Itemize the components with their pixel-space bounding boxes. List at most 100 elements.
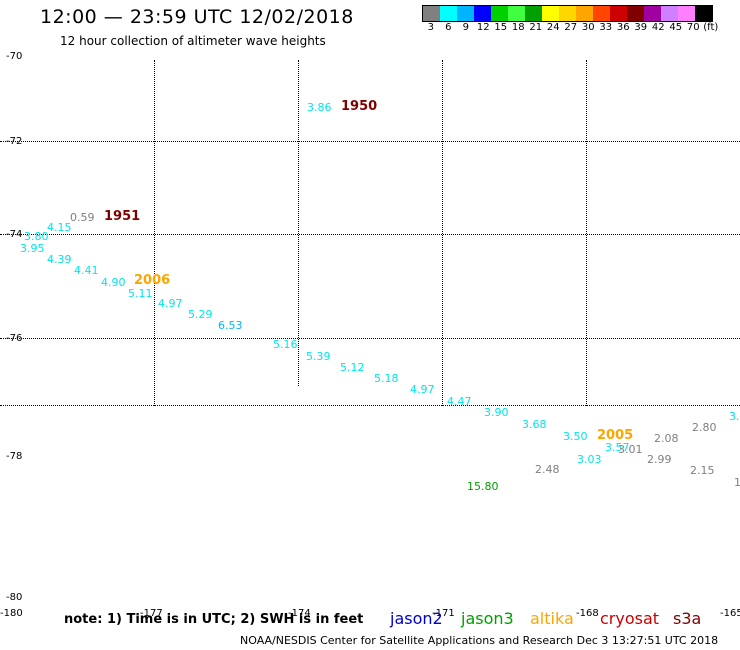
wave-height-label: 2.80 xyxy=(692,421,717,434)
colorbar-label: 21 xyxy=(529,22,543,33)
wave-height-label: 5.12 xyxy=(340,361,365,374)
lon-label: -177 xyxy=(140,608,163,619)
colorbar-swatch xyxy=(491,6,508,21)
gridline-lat xyxy=(0,338,740,339)
wave-height-label: 3.86 xyxy=(307,101,332,114)
colorbar-swatch xyxy=(695,6,712,21)
gridline-lon xyxy=(298,60,299,386)
wave-height-label: 2.99 xyxy=(647,453,672,466)
wave-height-label: 0.59 xyxy=(70,211,95,224)
colorbar-label: 24 xyxy=(546,22,560,33)
wave-height-label: 5.39 xyxy=(306,350,331,363)
legend-note: note: 1) Time is in UTC; 2) SWH is in fe… xyxy=(64,612,364,627)
wave-height-label: 5.16 xyxy=(273,338,298,351)
wave-height-label: 2.15 xyxy=(690,464,715,477)
wave-height-label: 2.48 xyxy=(535,463,560,476)
colorbar-label: 3 xyxy=(427,22,434,33)
gridline-lon xyxy=(442,60,443,406)
colorbar-swatch xyxy=(610,6,627,21)
footer-credit: NOAA/NESDIS Center for Satellite Applica… xyxy=(240,634,719,647)
colorbar-labels: 3 6 9 12 15 18 21 24 27 30 33 36 39 42 45 70 (ft) xyxy=(422,22,720,33)
gridline-lat xyxy=(0,234,740,235)
map-title: 12:00 — 23:59 UTC 12/02/2018 xyxy=(40,6,354,28)
wave-height-label: 3. xyxy=(729,410,740,423)
legend-satellite: jason2 xyxy=(390,609,443,628)
colorbar-label: 12 xyxy=(476,22,490,33)
wave-height-label: 4.41 xyxy=(74,264,99,277)
colorbar-label: 15 xyxy=(494,22,508,33)
wave-height-label: 2.08 xyxy=(654,432,679,445)
colorbar-swatch xyxy=(508,6,525,21)
legend-satellite: s3a xyxy=(673,609,702,628)
gridline-lon xyxy=(154,60,155,406)
lat-label: -78 xyxy=(6,451,23,462)
lat-label: -80 xyxy=(6,592,23,603)
colorbar-label: 18 xyxy=(511,22,525,33)
wave-height-label: 1 xyxy=(734,476,740,489)
wave-height-label: 6.53 xyxy=(218,319,243,332)
colorbar-swatch xyxy=(474,6,491,21)
pass-time-label: 1951 xyxy=(104,209,141,224)
pass-time-label: 2005 xyxy=(597,428,634,443)
gridline-lat xyxy=(0,405,740,406)
gridline-lon xyxy=(586,60,587,406)
colorbar-label: 27 xyxy=(564,22,578,33)
wave-height-label: 4.97 xyxy=(158,297,183,310)
legend-satellite: altika xyxy=(530,609,574,628)
colorbar-label: 45 xyxy=(669,22,683,33)
colorbar-swatch xyxy=(457,6,474,21)
colorbar-label: 9 xyxy=(462,22,469,33)
lat-label: -72 xyxy=(6,136,23,147)
pass-time-label: 2006 xyxy=(134,273,171,288)
colorbar-swatch xyxy=(576,6,593,21)
wave-height-label: 5.18 xyxy=(374,372,399,385)
colorbar-swatch xyxy=(644,6,661,21)
wave-height-label: 3.95 xyxy=(20,242,45,255)
pass-time-label: 1950 xyxy=(341,99,378,114)
wave-height-label: 3.80 xyxy=(24,230,49,243)
lon-label: -165 xyxy=(720,608,740,619)
colorbar-swatch xyxy=(440,6,457,21)
colorbar-swatch xyxy=(542,6,559,21)
lon-label: -174 xyxy=(288,608,311,619)
wave-height-label: 3.01 xyxy=(618,443,643,456)
colorbar-swatch xyxy=(661,6,678,21)
colorbar-label: (ft) xyxy=(703,22,719,33)
colorbar-swatch xyxy=(627,6,644,21)
wave-height-label: 5.11 xyxy=(128,287,153,300)
colorbar-label: 39 xyxy=(634,22,648,33)
lon-label: -168 xyxy=(576,608,599,619)
gridline-lat xyxy=(0,141,740,142)
colorbar-legend xyxy=(422,5,713,22)
colorbar-label: 33 xyxy=(599,22,613,33)
colorbar-label: 36 xyxy=(616,22,630,33)
lat-label: -76 xyxy=(6,333,23,344)
colorbar-label: 70 xyxy=(686,22,700,33)
lat-label: -70 xyxy=(6,51,23,62)
colorbar-swatch xyxy=(678,6,695,21)
wave-height-label: 4.15 xyxy=(47,221,72,234)
lat-label: -74 xyxy=(6,229,23,240)
colorbar-swatch xyxy=(423,6,440,21)
wave-height-label: 4.47 xyxy=(447,395,472,408)
lon-label: -171 xyxy=(432,608,455,619)
colorbar-label: 6 xyxy=(445,22,452,33)
map-subtitle: 12 hour collection of altimeter wave hei… xyxy=(60,34,326,48)
colorbar-label: 30 xyxy=(581,22,595,33)
wave-height-label: 4.90 xyxy=(101,276,126,289)
legend-satellite: cryosat xyxy=(600,609,660,628)
wave-height-label: 4.97 xyxy=(410,383,435,396)
wave-height-label: 5.29 xyxy=(188,308,213,321)
legend-satellite: jason3 xyxy=(461,609,514,628)
wave-height-label: 4.39 xyxy=(47,253,72,266)
colorbar-swatch xyxy=(559,6,576,21)
colorbar-swatch xyxy=(593,6,610,21)
wave-height-label: 3.57 xyxy=(605,441,630,454)
lon-label: -180 xyxy=(0,608,23,619)
wave-height-label: 3.50 xyxy=(563,430,588,443)
wave-height-label: 3.90 xyxy=(484,406,509,419)
colorbar-label: 42 xyxy=(651,22,665,33)
colorbar-swatch xyxy=(525,6,542,21)
wave-height-label: 3.68 xyxy=(522,418,547,431)
